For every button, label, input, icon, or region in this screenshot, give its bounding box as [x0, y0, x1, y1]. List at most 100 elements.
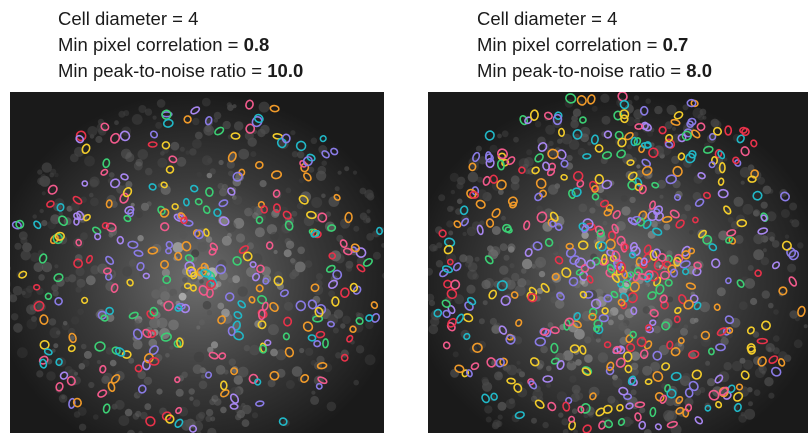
- parameter-caption: Cell diameter = 4 Min pixel correlation …: [58, 6, 303, 84]
- roi-contour: [132, 328, 143, 340]
- roi-contour: [672, 165, 683, 177]
- cell-body: [712, 120, 722, 130]
- cell-body: [55, 386, 63, 394]
- cell-body: [634, 117, 641, 124]
- cell-body: [629, 196, 636, 204]
- cell-body: [513, 136, 519, 143]
- cell-body: [217, 302, 225, 310]
- roi-contour: [612, 209, 621, 220]
- roi-contour: [265, 241, 274, 250]
- cell-body: [447, 205, 454, 212]
- cell-body: [622, 157, 627, 162]
- cell-body: [207, 427, 217, 433]
- cell-body: [132, 413, 140, 420]
- cell-body: [353, 379, 360, 386]
- roi-contour: [595, 407, 606, 417]
- roi-contour: [565, 93, 577, 104]
- roi-contour: [577, 240, 589, 251]
- cell-body: [198, 319, 205, 326]
- roi-contour: [159, 208, 170, 218]
- cell-body: [773, 309, 779, 315]
- roi-contour: [726, 229, 737, 237]
- cell-body: [328, 290, 335, 298]
- cell-body: [118, 415, 130, 426]
- roi-contour: [342, 247, 353, 256]
- cell-body: [760, 257, 770, 266]
- roi-contour: [438, 229, 447, 238]
- roi-contour: [189, 284, 197, 292]
- roi-contour: [732, 156, 740, 165]
- cell-body: [210, 341, 219, 349]
- roi-contour: [352, 285, 362, 295]
- cell-body: [74, 371, 78, 376]
- cell-body: [196, 430, 202, 433]
- cell-body: [428, 267, 433, 276]
- cell-body: [513, 336, 523, 345]
- roi-contour: [264, 339, 272, 347]
- cell-body: [125, 181, 133, 188]
- roi-contour: [307, 299, 318, 310]
- roi-contour: [325, 264, 336, 273]
- roi-contour: [202, 205, 211, 215]
- cell-body: [209, 168, 216, 175]
- roi-contour: [56, 203, 65, 212]
- cell-body: [176, 156, 187, 167]
- roi-contour: [370, 301, 379, 310]
- cell-body: [680, 213, 687, 221]
- cell-body: [128, 259, 137, 267]
- cell-body: [666, 104, 677, 115]
- cell-body: [259, 214, 266, 221]
- cell-body: [316, 355, 325, 364]
- cell-body: [192, 117, 200, 126]
- roi-contour: [586, 275, 594, 284]
- cell-body: [693, 335, 698, 340]
- roi-contour: [489, 174, 499, 184]
- cell-body: [581, 231, 589, 239]
- roi-contour: [616, 261, 627, 274]
- roi-contour: [47, 184, 58, 195]
- roi-contour: [452, 262, 462, 272]
- cell-body: [762, 185, 772, 195]
- cell-body: [95, 135, 103, 144]
- roi-contour: [647, 291, 657, 301]
- cell-body: [491, 226, 501, 235]
- cell-body: [194, 131, 203, 140]
- cell-body: [535, 359, 545, 369]
- cell-body: [642, 306, 650, 314]
- roi-contour: [502, 223, 512, 233]
- cell-body: [653, 145, 665, 156]
- cell-body: [54, 198, 65, 209]
- cell-body: [267, 379, 276, 388]
- min-pnr-line: Min peak-to-noise ratio = 8.0: [477, 58, 712, 84]
- roi-contour: [441, 265, 454, 274]
- cell-body: [48, 318, 57, 326]
- cell-body: [600, 93, 610, 103]
- cell-body: [459, 254, 468, 263]
- roi-contour: [165, 414, 175, 424]
- cell-body: [524, 279, 531, 286]
- cell-body: [304, 260, 313, 268]
- cell-body: [232, 275, 240, 284]
- roi-contour: [627, 375, 637, 386]
- roi-contour: [182, 219, 194, 227]
- roi-contour: [579, 290, 588, 299]
- cell-body: [221, 235, 232, 246]
- cell-body: [333, 309, 344, 319]
- cell-body: [716, 287, 726, 297]
- roi-contour: [733, 391, 744, 402]
- roi-contour: [245, 99, 254, 110]
- cell-body: [290, 130, 296, 136]
- roi-contour: [658, 126, 667, 135]
- cell-body: [285, 240, 295, 249]
- roi-contour: [317, 376, 328, 385]
- cell-body: [54, 172, 59, 178]
- roi-contour: [102, 267, 112, 275]
- cell-body: [38, 274, 45, 281]
- cell-body: [509, 263, 515, 269]
- roi-contour: [718, 162, 726, 174]
- cell-body: [435, 260, 444, 268]
- roi-contour: [110, 283, 119, 294]
- cell-body: [198, 411, 206, 419]
- roi-contour: [653, 205, 664, 216]
- cell-body: [243, 344, 251, 352]
